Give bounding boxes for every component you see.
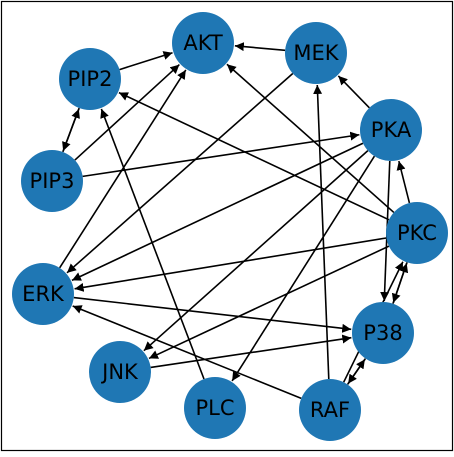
edge-pkc-to-jnk [148, 245, 390, 360]
node-circle [59, 48, 121, 110]
node-pka: PKA [360, 99, 422, 161]
node-jnk: JNK [89, 341, 151, 403]
node-mek: MEK [285, 22, 347, 84]
node-pip3: PIP3 [21, 150, 83, 212]
node-circle [285, 22, 347, 84]
edge-mek-to-akt [234, 42, 286, 52]
node-circle [352, 302, 414, 364]
node-label: PLC [195, 396, 234, 420]
node-circle [172, 12, 234, 74]
node-circle [360, 99, 422, 161]
edge-pkc-to-akt [226, 63, 395, 214]
edge-mek-to-erk [66, 72, 294, 274]
node-label: JNK [100, 360, 139, 384]
edge-pip3-to-akt [74, 63, 180, 161]
node-circle [89, 341, 151, 403]
edge-pip2-to-akt [119, 51, 173, 71]
node-circle [12, 263, 74, 325]
edge-pkc-to-erk [74, 237, 387, 292]
edge-jnk-to-p38 [150, 334, 352, 369]
edge-erk-to-akt [58, 69, 187, 269]
node-label: AKT [183, 31, 223, 55]
edge-p38-to-raf [347, 358, 367, 385]
edge-pkc-to-pka [396, 160, 411, 204]
node-label: RAF [310, 398, 350, 422]
node-p38: P38 [352, 302, 414, 364]
node-erk: ERK [12, 263, 74, 325]
edge-pka-to-erk [71, 142, 364, 282]
edge-p38-to-pkc [392, 263, 409, 304]
node-circle [299, 379, 361, 441]
node-akt: AKT [172, 12, 234, 74]
edge-pka-to-jnk [143, 150, 369, 352]
node-circle [21, 150, 83, 212]
node-label: PKC [397, 221, 437, 245]
node-plc: PLC [184, 377, 246, 439]
node-label: P38 [363, 321, 402, 345]
edge-pka-to-mek [337, 75, 370, 109]
node-pkc: PKC [386, 202, 448, 264]
edge-raf-to-erk [72, 305, 302, 400]
node-label: ERK [22, 282, 65, 306]
node-raf: RAF [299, 379, 361, 441]
edge-erk-to-p38 [73, 296, 352, 333]
edge-pip3-to-pip2 [62, 108, 80, 153]
node-circle [184, 377, 246, 439]
node-label: PIP3 [30, 169, 75, 193]
node-label: PKA [371, 118, 412, 142]
node-label: MEK [293, 41, 339, 65]
edge-pka-to-plc [231, 155, 376, 382]
nodes-layer: AKT MEK PIP2 PKA PIP3 PKC ERK P38 JNK PLC RAF [12, 12, 448, 441]
edge-raf-to-mek [313, 84, 330, 380]
edge-plc-to-pip2 [100, 108, 205, 380]
node-pip2: PIP2 [59, 48, 121, 110]
node-circle [386, 202, 448, 264]
node-label: PIP2 [68, 67, 113, 91]
edge-pkc-to-pip2 [118, 91, 390, 221]
